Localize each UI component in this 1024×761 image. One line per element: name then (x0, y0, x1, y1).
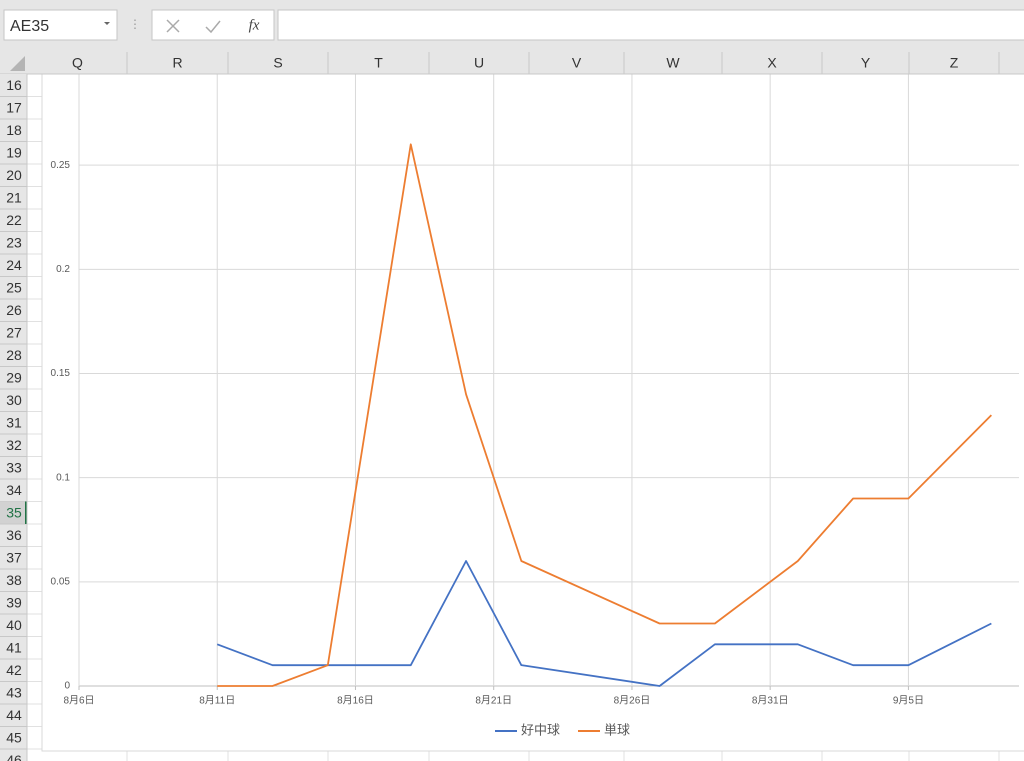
column-header[interactable]: U (474, 55, 484, 71)
separator: ⋮ (129, 17, 141, 31)
row-header[interactable]: 21 (6, 189, 22, 205)
name-box-dropdown[interactable] (104, 22, 110, 25)
y-tick-label: 0.2 (56, 264, 70, 275)
row-header[interactable]: 29 (6, 369, 22, 385)
row-header[interactable]: 17 (6, 99, 22, 115)
row-header[interactable]: 22 (6, 212, 22, 228)
column-header[interactable]: T (374, 55, 383, 71)
x-tick-label: 8月31日 (752, 695, 789, 707)
y-tick-label: 0.1 (56, 472, 70, 483)
formula-bar[interactable] (277, 9, 1024, 41)
y-tick-label: 0.25 (51, 160, 71, 171)
column-header[interactable]: V (572, 55, 582, 71)
row-header[interactable]: 44 (6, 707, 22, 723)
x-tick-label: 9月5日 (893, 695, 924, 707)
row-header[interactable]: 39 (6, 594, 22, 610)
row-headers: 16 17 18 19 20 21 22 23 24 25 26 27 28 29 30 31 32 33 34 35… (0, 74, 28, 761)
row-header[interactable]: 46 (6, 752, 22, 761)
x-tick-label: 8月21日 (475, 695, 512, 707)
row-header[interactable]: 37 (6, 549, 22, 565)
row-header[interactable]: 36 (6, 527, 22, 543)
x-tick-label: 8月16日 (337, 695, 374, 707)
row-header[interactable]: 41 (6, 639, 22, 655)
enter-button[interactable] (205, 20, 221, 34)
row-header[interactable]: 45 (6, 729, 22, 745)
row-header[interactable]: 25 (6, 279, 22, 295)
cancel-button[interactable] (166, 19, 180, 33)
row-header[interactable]: 43 (6, 684, 22, 700)
row-header[interactable]: 18 (6, 122, 22, 138)
row-header[interactable]: 31 (6, 414, 22, 430)
row-header[interactable]: 19 (6, 144, 22, 160)
x-tick-label: 8月26日 (614, 695, 651, 707)
function-button[interactable]: fx (249, 17, 260, 33)
row-header[interactable]: 35 (6, 504, 22, 520)
row-header[interactable]: 27 (6, 324, 22, 340)
select-all[interactable] (10, 56, 25, 71)
legend-label: 好中球 (521, 722, 560, 737)
row-header[interactable]: 23 (6, 234, 22, 250)
column-header[interactable]: S (273, 55, 282, 71)
legend-label: 単球 (604, 722, 630, 737)
row-header[interactable]: 42 (6, 662, 22, 678)
column-header[interactable]: Y (861, 55, 871, 71)
chart: 0 0.05 0.1 0.15 0.2 0.25 8月6日 8月11日 8月16日 8月21日 8月… (41, 19, 1024, 752)
row-header[interactable]: 32 (6, 437, 22, 453)
y-tick-label: 0 (64, 681, 70, 692)
row-header[interactable]: 40 (6, 617, 22, 633)
row-header[interactable]: 33 (6, 459, 22, 475)
active-row-header (0, 501, 27, 524)
row-header[interactable]: 38 (6, 572, 22, 588)
row-header[interactable]: 34 (6, 482, 22, 498)
name-box-text: AE35 (10, 18, 49, 35)
column-header-bar (0, 52, 1024, 74)
chart-area (41, 19, 1024, 752)
row-header[interactable]: 20 (6, 167, 22, 183)
row-header[interactable]: 26 (6, 302, 22, 318)
column-header[interactable]: Q (72, 55, 83, 71)
column-header[interactable]: X (767, 55, 777, 71)
column-headers: Q R S T U V W X Y Z (0, 52, 1024, 75)
column-header[interactable]: Z (950, 55, 959, 71)
series-line (217, 143, 992, 687)
row-header[interactable]: 28 (6, 347, 22, 363)
column-header[interactable]: R (172, 55, 182, 71)
x-tick-label: 8月6日 (63, 695, 94, 707)
row-header[interactable]: 24 (6, 257, 22, 273)
series-line (216, 560, 992, 687)
column-header[interactable]: W (666, 55, 680, 71)
row-header[interactable]: 30 (6, 392, 22, 408)
y-tick-label: 0.15 (51, 368, 71, 379)
name-box[interactable] (3, 9, 118, 41)
x-tick-label: 8月11日 (199, 695, 235, 707)
y-tick-label: 0.05 (51, 576, 71, 587)
row-header-bar (0, 74, 27, 761)
row-header[interactable]: 16 (6, 77, 22, 93)
